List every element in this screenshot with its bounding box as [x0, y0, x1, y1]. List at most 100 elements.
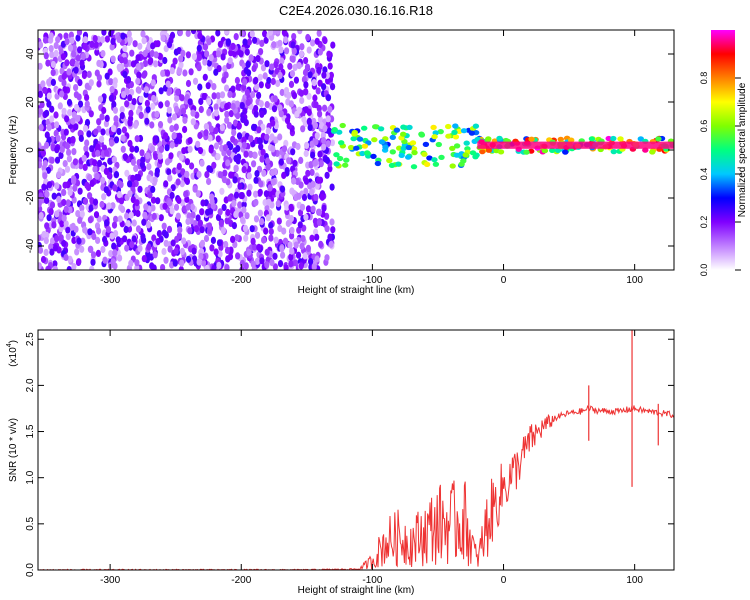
- heatmap-noise-cell: [177, 30, 183, 37]
- heatmap-band-cell: [400, 124, 407, 130]
- heatmap-noise-cell: [134, 259, 140, 267]
- heatmap-noise-cell: [224, 30, 230, 35]
- heatmap-noise-cell: [298, 156, 304, 164]
- heatmap-noise-cell: [209, 244, 215, 252]
- heatmap-noise-cell: [138, 95, 144, 103]
- heatmap-noise-cell: [243, 234, 249, 242]
- heatmap-noise-cell: [254, 257, 260, 265]
- heatmap-noise-cell: [232, 176, 238, 184]
- heatmap-noise-cell: [284, 117, 291, 125]
- heatmap-noise-cell: [169, 67, 175, 75]
- heatmap-noise-cell: [282, 237, 289, 245]
- heatmap-band-cell: [361, 143, 369, 149]
- heatmap-noise-cell: [301, 193, 308, 202]
- heatmap-noise-cell: [120, 134, 126, 142]
- heatmap-band-cell: [649, 149, 656, 155]
- heatmap-band-cell: [371, 137, 378, 143]
- heatmap-noise-cell: [179, 94, 185, 102]
- heatmap-noise-cell: [314, 255, 320, 263]
- heatmap-noise-cell: [324, 225, 330, 233]
- heatmap-noise-cell: [128, 81, 134, 89]
- heatmap-band-cell: [343, 157, 350, 163]
- heatmap-noise-cell: [172, 57, 178, 65]
- heatmap-band-cell: [449, 163, 456, 169]
- heatmap-noise-cell: [111, 242, 117, 250]
- heatmap-noise-cell: [132, 121, 139, 129]
- heatmap-band-cell: [351, 131, 358, 137]
- heatmap-band-cell: [347, 144, 355, 151]
- heatmap-noise-cell: [164, 100, 170, 108]
- heatmap-noise-cell: [66, 155, 72, 163]
- heatmap-noise-cell: [318, 240, 324, 248]
- heatmap-noise-cell: [81, 71, 87, 80]
- heatmap-noise-cell: [281, 227, 287, 235]
- heatmap-noise-cell: [283, 36, 289, 44]
- heatmap-noise-cell: [175, 212, 181, 220]
- heatmap-band-cell: [435, 141, 442, 148]
- heatmap-noise-cell: [264, 60, 270, 68]
- heatmap-noise-cell: [241, 166, 247, 174]
- heatmap-noise-cell: [275, 200, 281, 208]
- heatmap-noise-cell: [232, 241, 238, 249]
- heatmap-noise-cell: [221, 203, 227, 212]
- heatmap-noise-cell: [180, 49, 186, 57]
- heatmap-noise-cell: [127, 180, 133, 188]
- heatmap-noise-cell: [309, 168, 315, 176]
- heatmap-noise-cell: [130, 174, 136, 182]
- heatmap-noise-cell: [136, 174, 142, 182]
- heatmap-band-cell: [389, 149, 396, 155]
- heatmap-noise-cell: [215, 50, 222, 58]
- bottom-x-axis-label: Height of straight line (km): [298, 585, 415, 596]
- heatmap-noise-cell: [204, 171, 210, 179]
- heatmap-noise-cell: [61, 107, 67, 115]
- heatmap-noise-cell: [151, 234, 157, 242]
- heatmap-noise-cell: [80, 237, 86, 245]
- heatmap-noise-cell: [109, 139, 115, 147]
- heatmap-noise-cell: [199, 239, 206, 247]
- heatmap-noise-cell: [264, 133, 270, 141]
- heatmap-noise-cell: [176, 196, 182, 204]
- heatmap-noise-cell: [211, 92, 217, 100]
- heatmap-noise-cell: [67, 109, 73, 117]
- heatmap-noise-cell: [328, 71, 334, 79]
- heatmap-noise-cell: [243, 150, 249, 158]
- heatmap-noise-cell: [175, 88, 181, 96]
- heatmap-noise-cell: [183, 176, 189, 184]
- heatmap-noise-cell: [210, 236, 216, 244]
- heatmap-noise-cell: [200, 259, 207, 267]
- heatmap-noise-cell: [171, 113, 178, 121]
- heatmap-band-cell: [361, 125, 368, 131]
- heatmap-noise-cell: [116, 191, 122, 199]
- heatmap-noise-cell: [50, 78, 57, 86]
- heatmap-noise-cell: [65, 233, 71, 241]
- heatmap-noise-cell: [303, 177, 309, 185]
- heatmap-noise-cell: [227, 90, 233, 98]
- heatmap-noise-cell: [256, 243, 262, 251]
- colorbar-tick-label: 0.0: [699, 264, 709, 277]
- heatmap-noise-cell: [213, 127, 219, 135]
- heatmap-noise-cell: [275, 30, 281, 35]
- heatmap-noise-cell: [224, 217, 230, 225]
- heatmap-band-cell: [605, 135, 612, 142]
- heatmap-noise-cell: [327, 233, 333, 241]
- heatmap-noise-cell: [151, 94, 157, 103]
- heatmap-noise-cell: [87, 228, 93, 236]
- heatmap-noise-cell: [316, 176, 322, 184]
- heatmap-noise-cell: [200, 199, 206, 207]
- heatmap-noise-cell: [191, 53, 197, 61]
- heatmap-noise-cell: [204, 264, 210, 270]
- heatmap-noise-cell: [182, 116, 188, 124]
- heatmap-band-cell: [432, 161, 440, 167]
- heatmap-noise-cell: [290, 41, 296, 49]
- heatmap-noise-cell: [296, 62, 302, 70]
- heatmap-noise-cell: [87, 245, 93, 253]
- heatmap-noise-cell: [41, 183, 47, 191]
- heatmap-noise-cell: [142, 70, 148, 78]
- heatmap-noise-cell: [55, 134, 61, 143]
- heatmap-noise-cell: [199, 208, 205, 216]
- heatmap-noise-cell: [87, 216, 93, 224]
- heatmap-noise-cell: [288, 80, 295, 88]
- heatmap-noise-cell: [161, 222, 167, 230]
- heatmap-noise-cell: [163, 132, 169, 140]
